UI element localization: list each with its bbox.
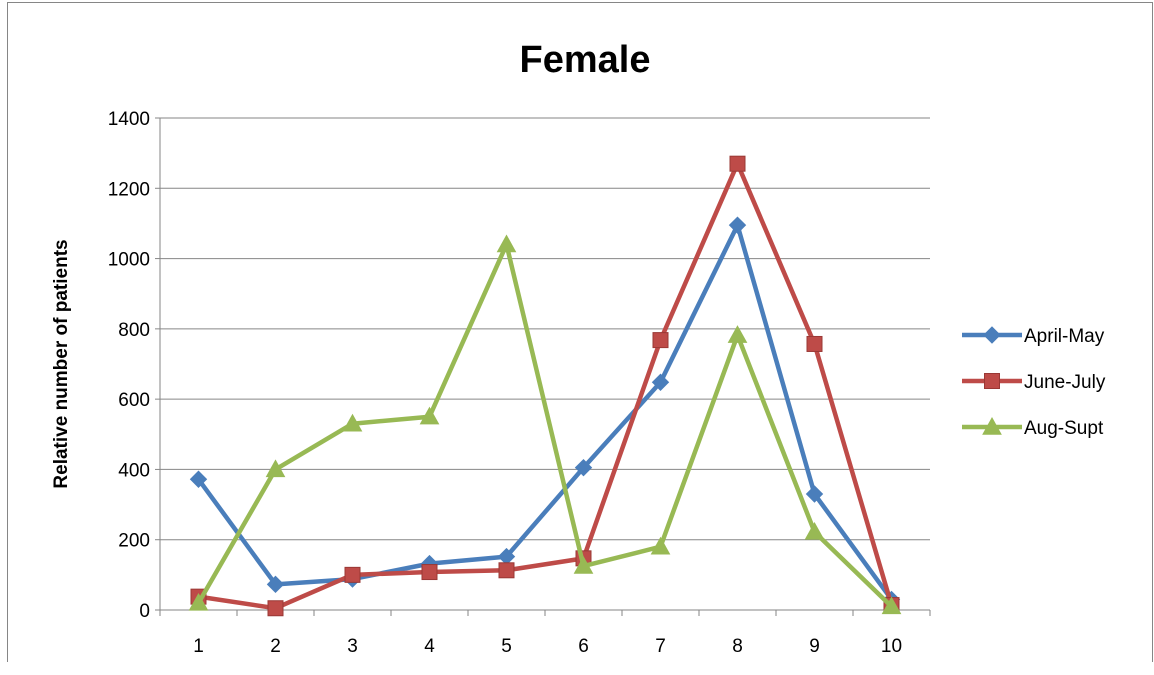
legend-label: Aug-Supt: [1024, 418, 1104, 439]
legend-marker: [982, 416, 1002, 435]
legend-entry: Aug-Supt: [962, 416, 1104, 439]
data-point: [650, 536, 671, 555]
x-tick-label: 5: [501, 636, 512, 657]
x-tick-label: 1: [193, 636, 204, 657]
data-point: [652, 332, 669, 349]
series-line: [198, 161, 894, 611]
data-point: [728, 216, 747, 234]
y-tick-label: 1200: [108, 179, 150, 200]
data-point: [265, 459, 286, 478]
data-point: [266, 575, 285, 594]
data-point: [267, 600, 284, 617]
data-point: [189, 470, 208, 488]
y-tick-label: 0: [139, 601, 150, 622]
legend-label: April-May: [1024, 326, 1105, 347]
x-tick-label: 4: [424, 636, 435, 657]
series-june-july: [190, 155, 900, 617]
data-point: [496, 234, 517, 253]
data-point: [421, 564, 438, 581]
data-point: [805, 485, 824, 503]
x-tick-label: 7: [655, 636, 666, 657]
y-tick-label: 1000: [108, 250, 150, 271]
data-point: [881, 596, 902, 615]
data-point: [574, 458, 593, 477]
axes: 0 200 400 600 800 1000 1200 1400 1 2 3 4 5 6 7 8 9 10: [108, 109, 931, 657]
series-line: [196, 242, 894, 609]
y-tick-label: 800: [118, 320, 150, 341]
y-tick-label: 1400: [108, 109, 150, 130]
data-point: [573, 556, 594, 574]
legend-label: June-July: [1024, 372, 1106, 393]
chart-frame: [7, 2, 1153, 662]
x-tick-label: 8: [732, 636, 743, 657]
y-tick-label: 400: [118, 460, 150, 481]
x-tick-label: 3: [347, 636, 358, 657]
data-point: [804, 521, 825, 540]
data-point: [419, 406, 440, 425]
data-point: [651, 373, 670, 391]
data-point: [806, 335, 823, 352]
legend: April-May June-July Aug-Supt: [962, 326, 1106, 439]
data-point: [729, 155, 746, 172]
data-point: [498, 562, 515, 579]
y-tick-label: 600: [118, 390, 150, 411]
data-point: [344, 566, 361, 583]
data-point: [188, 592, 209, 611]
gridlines: [160, 117, 930, 541]
legend-marker: [983, 326, 1001, 344]
series-line: [196, 222, 894, 601]
chart-title: Female: [520, 39, 651, 81]
x-tick-label: 10: [881, 636, 902, 657]
series-aug-supt: [188, 234, 902, 615]
y-axis-label: Relative number of patients: [51, 239, 72, 488]
x-tick-label: 6: [578, 636, 589, 657]
data-point: [342, 413, 363, 432]
data-point: [727, 325, 748, 343]
legend-entry: June-July: [962, 372, 1106, 393]
y-tick-label: 200: [118, 531, 150, 552]
x-tick-label: 2: [270, 636, 281, 657]
legend-entry: April-May: [962, 326, 1105, 347]
series-lines: [188, 155, 902, 617]
legend-marker: [984, 373, 1000, 389]
x-tick-label: 9: [809, 636, 820, 657]
